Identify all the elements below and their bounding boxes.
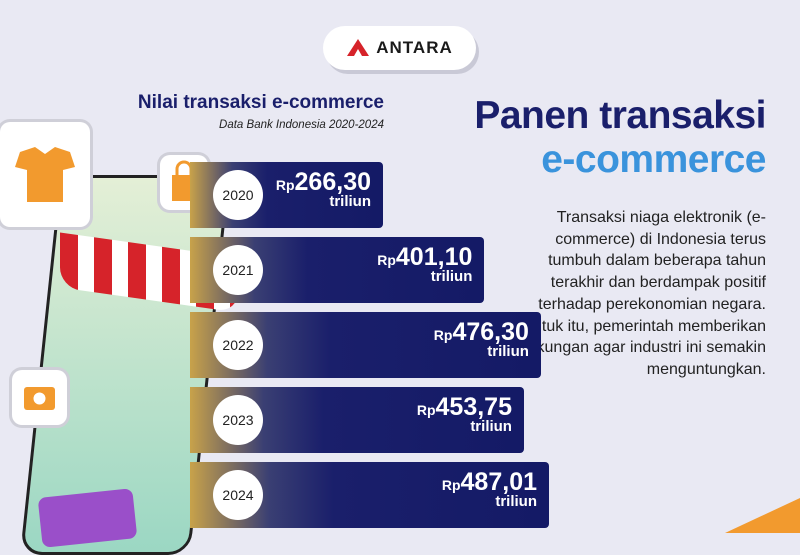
tshirt-bubble-icon — [0, 122, 90, 227]
year-label-2023: 2023 — [213, 395, 263, 445]
headline-line2: e-commerce — [541, 138, 766, 181]
bar-value-label: Rp476,30 triliun — [434, 318, 529, 360]
body-text: Transaksi niaga elektronik (e-commerce) … — [518, 209, 766, 378]
headline-line1: Panen transaksi — [474, 94, 766, 137]
antara-logo-icon — [347, 39, 370, 56]
year-label-2022: 2022 — [213, 320, 263, 370]
corner-decoration — [725, 498, 800, 533]
bar-value-label: Rp266,30 triliun — [276, 168, 371, 210]
currency-prefix: Rp — [377, 252, 396, 268]
bar-2020: Rp266,30 triliun — [190, 162, 383, 228]
currency-prefix: Rp — [441, 477, 461, 493]
chart-subtitle: Data Bank Indonesia 2020-2024 — [219, 119, 384, 131]
currency-prefix: Rp — [416, 402, 436, 418]
value-unit: triliun — [487, 343, 529, 360]
logo-text: ANTARA — [376, 38, 453, 57]
chart-title: Nilai transaksi e-commerce — [137, 92, 384, 113]
bar-value-label: Rp453,75 triliun — [417, 393, 512, 435]
value-number: 453,75 — [435, 393, 512, 421]
currency-prefix: Rp — [433, 327, 453, 343]
value-number: 487,01 — [460, 468, 537, 496]
credit-card-illustration — [37, 488, 138, 548]
value-number: 476,30 — [452, 318, 529, 346]
year-label-2021: 2021 — [213, 245, 263, 295]
value-unit: triliun — [470, 418, 512, 435]
value-number: 401,10 — [395, 243, 473, 271]
value-number: 266,30 — [294, 168, 371, 196]
bar-value-label: Rp487,01 triliun — [442, 468, 537, 510]
camera-bubble-icon — [12, 370, 67, 425]
value-unit: triliun — [430, 268, 473, 285]
antara-logo: ANTARA — [323, 26, 476, 70]
year-label-2020: 2020 — [213, 170, 263, 220]
currency-prefix: Rp — [275, 177, 295, 193]
year-label-2024: 2024 — [213, 470, 263, 520]
value-unit: triliun — [495, 493, 537, 510]
value-unit: triliun — [329, 193, 371, 210]
bar-value-label: Rp401,10 triliun — [377, 243, 472, 285]
